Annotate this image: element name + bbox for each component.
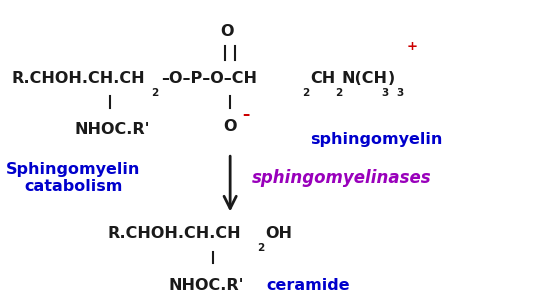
Text: Sphingomyelin
catabolism: Sphingomyelin catabolism — [6, 162, 140, 194]
Text: 3: 3 — [396, 88, 404, 98]
Text: ceramide: ceramide — [266, 278, 349, 292]
Text: sphingomyelinases: sphingomyelinases — [251, 169, 431, 187]
Text: –O–P–O–CH: –O–P–O–CH — [161, 71, 257, 86]
Text: 3: 3 — [381, 88, 389, 98]
Text: NHOC.R': NHOC.R' — [74, 122, 150, 137]
Text: sphingomyelin: sphingomyelin — [310, 132, 442, 147]
Text: +: + — [406, 40, 417, 53]
Text: 2: 2 — [302, 88, 309, 98]
Text: OH: OH — [265, 226, 292, 241]
Text: O: O — [224, 119, 237, 134]
Text: 2: 2 — [335, 88, 342, 98]
Text: ): ) — [387, 71, 395, 86]
Text: R.CHOH.CH.CH: R.CHOH.CH.CH — [11, 71, 145, 86]
Text: R.CHOH.CH.CH: R.CHOH.CH.CH — [108, 226, 241, 241]
Text: 2: 2 — [151, 88, 158, 98]
Text: NHOC.R': NHOC.R' — [168, 278, 244, 292]
Text: –: – — [242, 107, 249, 122]
Text: N(CH: N(CH — [341, 71, 387, 86]
Text: O: O — [221, 24, 234, 39]
Text: 2: 2 — [257, 243, 264, 253]
Text: CH: CH — [310, 71, 335, 86]
